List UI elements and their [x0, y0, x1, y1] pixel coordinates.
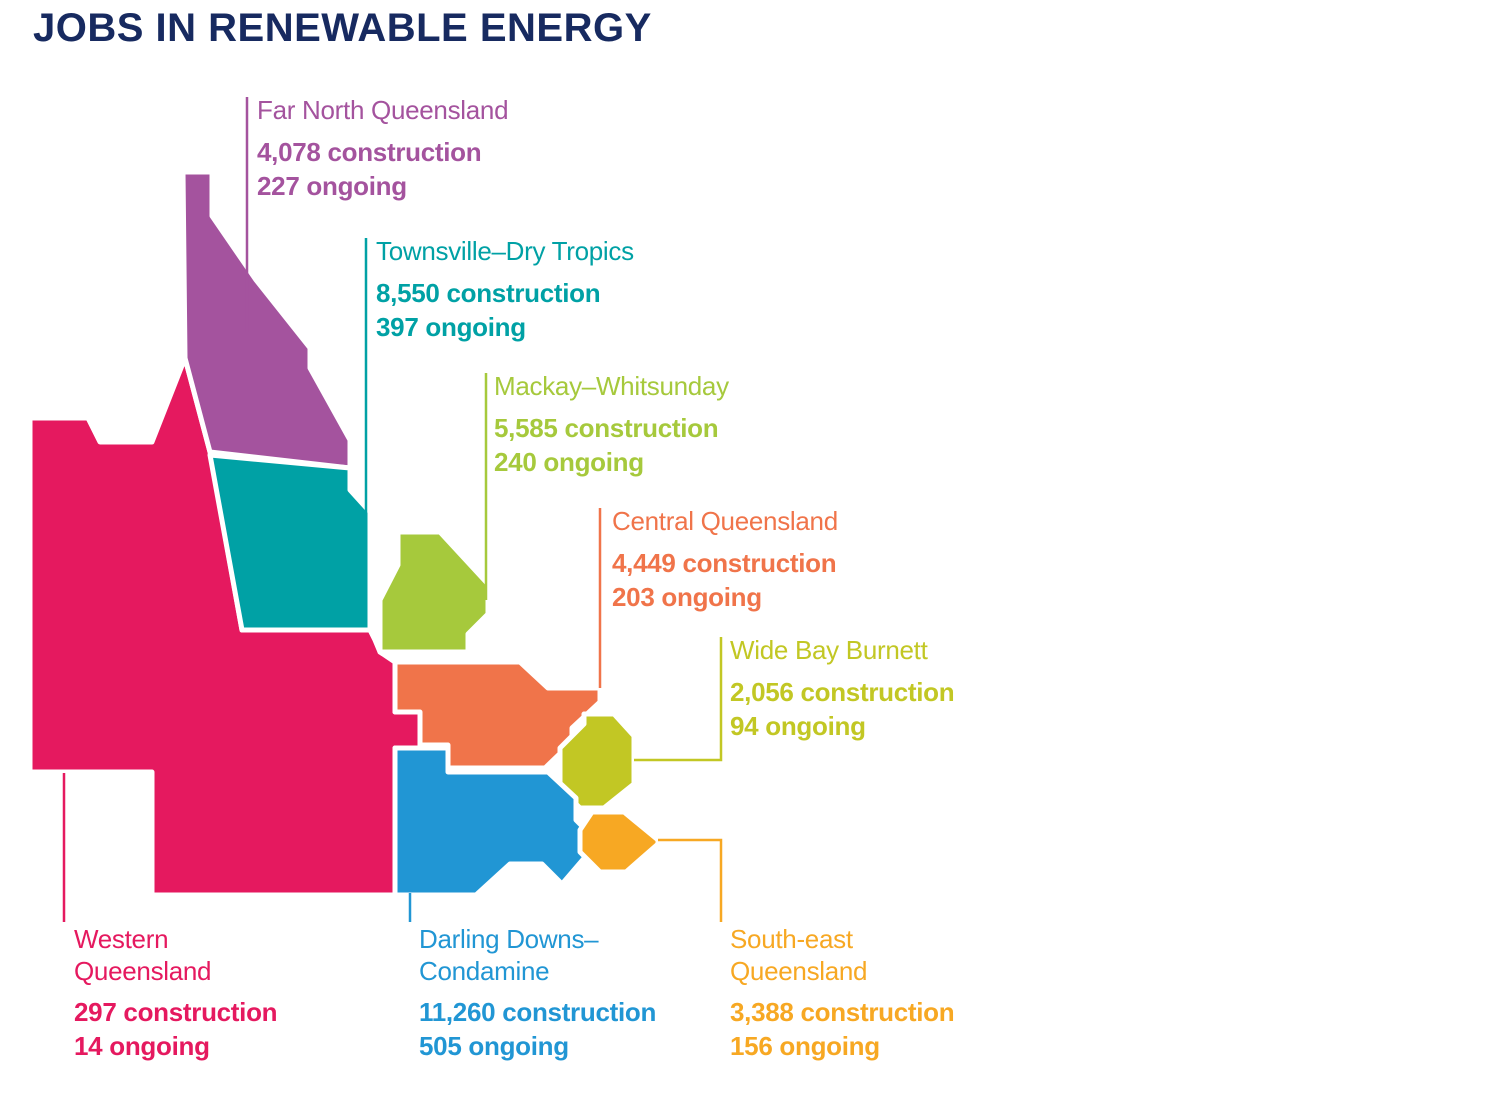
region-name: Wide Bay Burnett: [730, 635, 928, 665]
region-construction-jobs: 11,260 construction: [419, 997, 657, 1028]
region-ongoing-jobs: 505 ongoing: [419, 1031, 569, 1062]
region-shape-mackay-whitsunday: [377, 529, 491, 655]
region-shape-south-east-queensland: [577, 809, 661, 875]
region-label-townsville-dry-tropics: Townsville–Dry Tropics 8,550 constructio…: [376, 236, 634, 344]
region-construction-jobs: 3,388 construction: [730, 997, 955, 1028]
region-shape-townsville-dry-tropics: [207, 452, 373, 633]
region-shape-wide-bay-burnett: [557, 711, 637, 811]
region-shape-western-queensland: [27, 355, 423, 898]
region-label-south-east-queensland: South-east Queensland 3,388 construction…: [730, 924, 955, 1064]
region-name: Central Queensland: [612, 506, 838, 536]
region-name: Far North Queensland: [257, 95, 509, 125]
region-name: Mackay–Whitsunday: [494, 371, 729, 401]
region-construction-jobs: 2,056 construction: [730, 676, 955, 707]
region-name: Western Queensland: [74, 924, 212, 986]
region-shapes: [27, 169, 661, 898]
region-name: Darling Downs– Condamine: [419, 924, 599, 986]
region-ongoing-jobs: 240 ongoing: [494, 446, 644, 477]
region-ongoing-jobs: 203 ongoing: [612, 581, 762, 612]
region-label-darling-downs-condamine: Darling Downs– Condamine 11,260 construc…: [419, 924, 656, 1064]
region-construction-jobs: 8,550 construction: [376, 277, 601, 308]
leader-line-wide-bay-burnett: [634, 637, 723, 762]
page-title: JOBS IN RENEWABLE ENERGY: [33, 6, 652, 50]
region-construction-jobs: 4,449 construction: [612, 547, 837, 578]
region-ongoing-jobs: 227 ongoing: [257, 170, 407, 201]
region-label-wide-bay-burnett: Wide Bay Burnett 2,056 construction 94 o…: [730, 635, 955, 743]
region-ongoing-jobs: 397 ongoing: [376, 311, 526, 342]
region-label-mackay-whitsunday: Mackay–Whitsunday 5,585 construction 240…: [494, 371, 729, 479]
region-label-western-queensland: Western Queensland 297 construction 14 o…: [74, 924, 278, 1064]
region-construction-jobs: 4,078 construction: [257, 136, 482, 167]
region-shape-far-north-queensland: [180, 169, 353, 471]
region-label-far-north-queensland: Far North Queensland 4,078 construction …: [257, 95, 509, 203]
leader-line-south-east-queensland: [658, 838, 723, 922]
region-name: Townsville–Dry Tropics: [376, 236, 634, 266]
region-construction-jobs: 297 construction: [74, 997, 278, 1028]
region-construction-jobs: 5,585 construction: [494, 412, 719, 443]
leader-lines: [62, 97, 723, 922]
region-ongoing-jobs: 94 ongoing: [730, 710, 866, 741]
region-ongoing-jobs: 14 ongoing: [74, 1031, 210, 1062]
region-name: South-east Queensland: [730, 924, 868, 986]
region-label-central-queensland: Central Queensland 4,449 construction 20…: [612, 506, 838, 614]
region-ongoing-jobs: 156 ongoing: [730, 1031, 880, 1062]
